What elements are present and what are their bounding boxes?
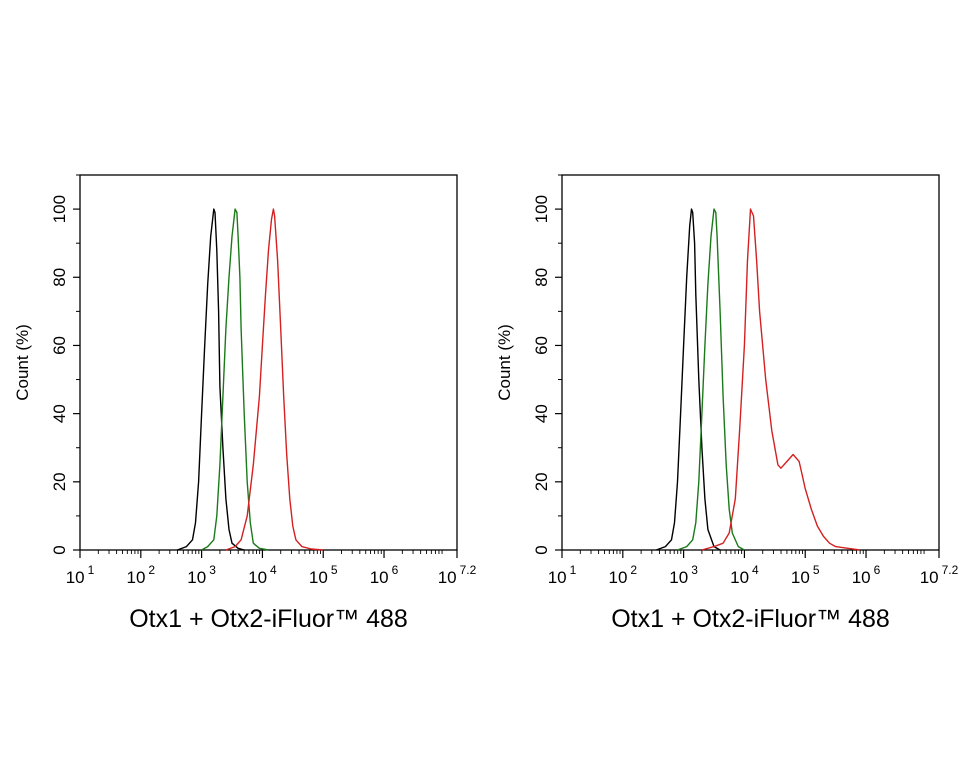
x-axis-label: Otx1 + Otx2-iFluor™ 488	[129, 605, 408, 633]
plot-frame	[561, 174, 940, 551]
plot-frame	[79, 174, 458, 551]
chart-panel-2: 0 20 40 60 80 100 10 1 10 2 10 3 10 4 10 5 10 6 10 7.2 Count…	[495, 174, 959, 633]
y-axis-label: Count (%)	[495, 324, 514, 401]
series-line-3	[225, 208, 324, 551]
x-tick-label: 10 6	[852, 563, 881, 587]
x-tick-label: 10 2	[609, 563, 638, 587]
x-tick-label: 10 7.2	[920, 563, 959, 587]
series-line-2	[677, 208, 745, 551]
y-axis-label: Count (%)	[13, 324, 32, 401]
chart-panel-1: 0 20 40 60 80 100 10 1 10 2 10 3 10 4 10 5 10 6 10 7.2 Count…	[13, 174, 477, 633]
x-tick-label: 10 3	[669, 563, 698, 587]
y-tick-label: 80	[50, 268, 69, 287]
y-tick-label: 60	[532, 336, 551, 355]
x-tick-label: 10 4	[730, 563, 759, 587]
y-tick-label: 40	[50, 404, 69, 423]
series-line-1	[656, 208, 721, 551]
y-tick-label: 100	[50, 195, 69, 223]
x-tick-label: 10 1	[548, 563, 577, 587]
y-tick-label: 0	[532, 545, 551, 554]
x-tick-label: 10 5	[309, 563, 338, 587]
x-tick-label: 10 2	[127, 563, 156, 587]
y-tick-label: 0	[50, 545, 69, 554]
y-tick-label: 20	[50, 472, 69, 491]
series-line-3	[701, 208, 861, 551]
x-tick-label: 10 6	[370, 563, 399, 587]
x-tick-label: 10 4	[248, 563, 277, 587]
x-tick-label: 10 5	[791, 563, 820, 587]
y-tick-label: 100	[532, 195, 551, 223]
y-tick-label: 60	[50, 336, 69, 355]
series-line-2	[201, 208, 269, 551]
series-line-1	[177, 208, 245, 551]
x-tick-label: 10 1	[66, 563, 95, 587]
x-tick-label: 10 7.2	[438, 563, 477, 587]
x-axis-label: Otx1 + Otx2-iFluor™ 488	[611, 605, 890, 633]
y-tick-label: 20	[532, 472, 551, 491]
y-tick-label: 40	[532, 404, 551, 423]
x-tick-label: 10 3	[187, 563, 216, 587]
y-tick-label: 80	[532, 268, 551, 287]
